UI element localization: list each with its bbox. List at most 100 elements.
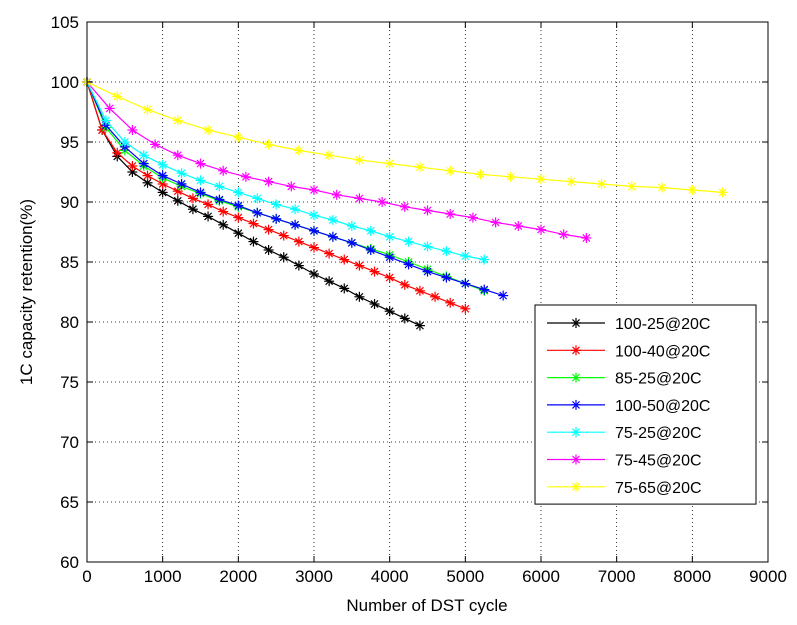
y-tick-label: 65 <box>60 493 79 512</box>
legend: 100-25@20C 100-40@20C 85-25@20C 100-50@20C 7… <box>534 304 757 505</box>
data-point <box>369 266 380 277</box>
legend-entry-label: 75-65@20C <box>615 480 702 497</box>
data-point <box>187 204 198 215</box>
data-point <box>263 224 274 235</box>
y-tick-label: 60 <box>60 553 79 572</box>
data-point <box>271 199 282 210</box>
data-point <box>687 185 698 195</box>
data-point <box>505 171 516 182</box>
data-point <box>176 179 187 189</box>
data-point <box>354 260 365 271</box>
x-tick-label: 2000 <box>219 567 257 586</box>
data-point <box>384 158 395 169</box>
data-point <box>354 193 365 204</box>
data-point <box>309 210 319 221</box>
data-point <box>460 251 471 261</box>
data-point <box>399 279 410 290</box>
data-point <box>377 197 388 207</box>
data-point <box>422 266 433 277</box>
x-tick-label: 6000 <box>522 567 560 586</box>
legend-entry-label: 100-50@20C <box>615 398 710 415</box>
data-point <box>460 278 471 289</box>
data-point <box>195 187 206 198</box>
data-point <box>445 297 456 308</box>
data-point <box>657 182 668 193</box>
data-point <box>309 225 319 236</box>
data-point <box>384 272 395 283</box>
data-point <box>566 176 577 187</box>
data-point <box>290 204 301 215</box>
series-line-2 <box>86 81 466 310</box>
y-tick-label: 95 <box>60 133 79 152</box>
data-point <box>490 217 501 228</box>
data-point <box>422 205 433 216</box>
data-point <box>422 241 433 252</box>
data-point <box>324 276 335 287</box>
data-point <box>195 158 206 169</box>
data-point <box>460 303 471 314</box>
data-point <box>536 224 546 235</box>
data-point <box>142 170 153 181</box>
legend-swatch-marker <box>571 454 581 465</box>
data-point <box>214 194 225 205</box>
data-point <box>100 115 111 126</box>
legend-swatch-marker <box>571 427 581 438</box>
data-point <box>309 185 319 195</box>
data-point <box>252 207 263 218</box>
data-point <box>475 169 486 180</box>
data-point <box>479 254 490 265</box>
legend-entry-label: 75-25@20C <box>615 425 702 442</box>
data-point <box>233 132 244 143</box>
y-tick-label: 85 <box>60 253 79 272</box>
data-point <box>414 162 425 173</box>
data-point <box>263 139 274 150</box>
data-point <box>252 193 263 204</box>
data-point <box>513 221 524 231</box>
data-point <box>430 291 441 302</box>
data-point <box>441 272 452 283</box>
data-point <box>365 225 376 236</box>
series-line-7 <box>86 81 723 193</box>
data-point <box>581 233 592 243</box>
data-point <box>278 230 289 241</box>
plot-frame <box>86 21 769 563</box>
data-point <box>339 283 350 294</box>
legend-entry-label: 85-25@20C <box>615 371 702 388</box>
data-point <box>263 176 274 187</box>
data-point <box>365 245 376 255</box>
data-point <box>354 155 365 165</box>
y-tick-label: 100 <box>51 73 79 92</box>
data-point <box>138 150 149 161</box>
y-tick-label: 80 <box>60 313 79 332</box>
data-point <box>142 177 153 188</box>
data-point <box>278 252 289 263</box>
data-point <box>176 168 187 179</box>
y-tick-label: 75 <box>60 373 79 392</box>
legend-entry-label: 75-45@20C <box>615 453 702 470</box>
legend-swatch-marker <box>571 345 581 356</box>
data-point <box>172 195 183 206</box>
data-point <box>233 228 244 239</box>
data-point <box>596 179 607 189</box>
data-point <box>112 91 123 102</box>
grid-lines <box>87 22 768 562</box>
data-point <box>248 218 259 229</box>
data-point <box>172 150 183 161</box>
data-point <box>384 306 395 317</box>
data-point <box>324 150 335 161</box>
y-tick-label: 105 <box>51 13 79 32</box>
data-point <box>346 237 357 248</box>
data-point <box>479 284 490 295</box>
data-point <box>195 175 206 186</box>
data-point <box>157 187 168 198</box>
x-tick-label: 5000 <box>446 567 484 586</box>
data-point <box>346 221 357 231</box>
data-point <box>119 137 130 147</box>
data-point <box>187 193 198 204</box>
data-point <box>157 159 168 170</box>
data-point <box>263 245 274 255</box>
data-point <box>203 125 214 135</box>
axis-ticks: 0 1000 2000 3000 4000 5000 6000 7000 8000 9000 60 6… <box>51 13 787 586</box>
data-point <box>127 161 138 171</box>
